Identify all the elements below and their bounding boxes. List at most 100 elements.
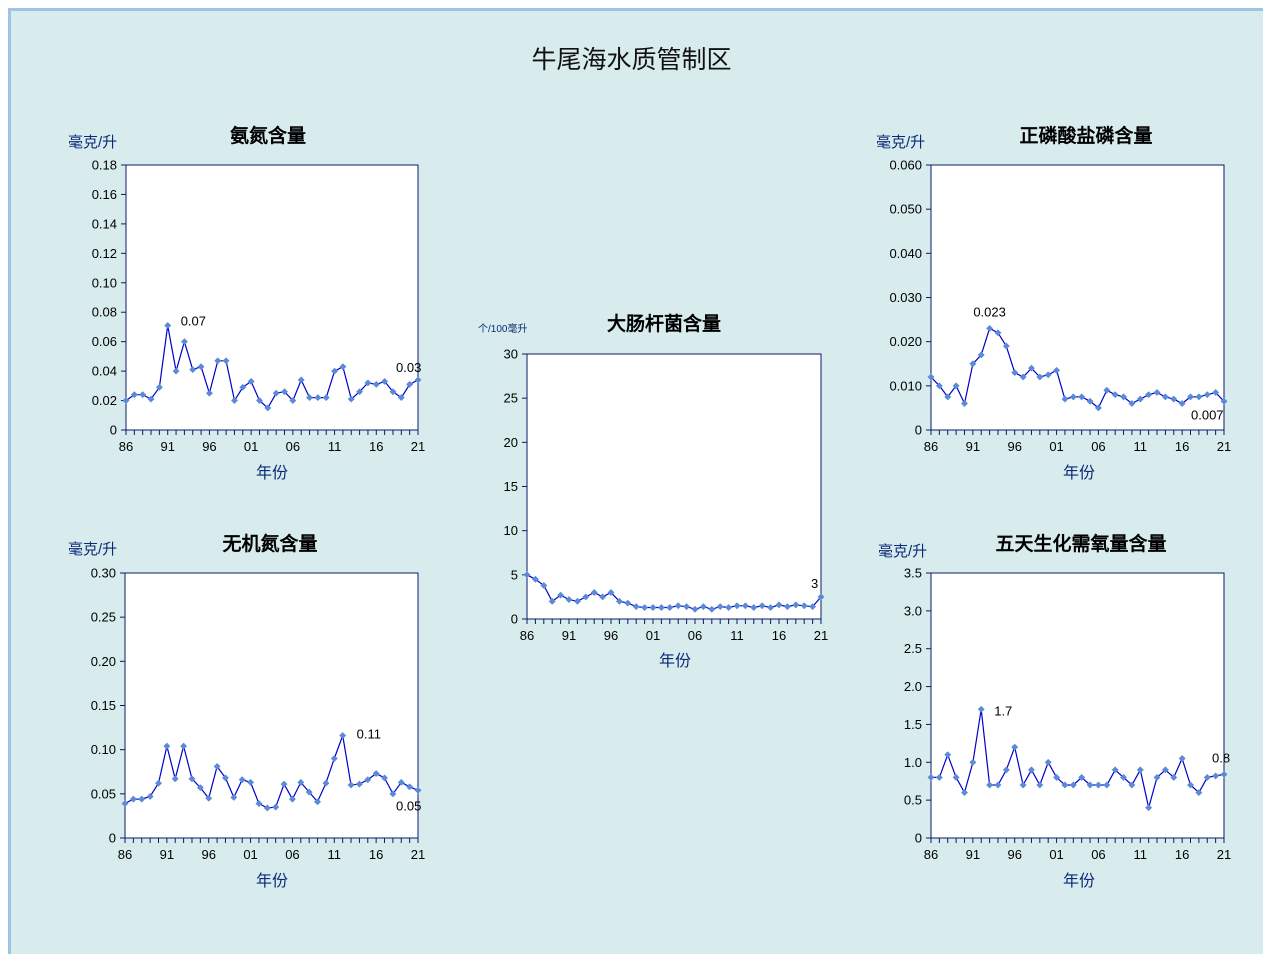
x-tick-label: 21 [1217,439,1231,454]
data-point [339,363,347,371]
data-point [389,388,397,396]
data-point [263,804,271,812]
y-tick-label: 0 [511,612,518,627]
y-tick-label: 10 [504,523,518,538]
x-tick-label: 91 [562,628,576,643]
y-tick-label: 5 [511,567,518,582]
data-point [1119,773,1128,781]
data-point [255,397,264,405]
y-tick-label: 0 [109,831,116,846]
data-point [557,591,565,599]
data-point [691,605,699,613]
x-tick-label: 86 [520,628,534,643]
x-tick-label: 86 [924,847,938,862]
data-point [1011,743,1019,751]
chart-title: 氨氮含量 [230,124,306,147]
x-tick-label: 11 [1134,847,1148,862]
x-tick-label: 11 [730,628,744,643]
x-tick-label: 06 [1091,439,1105,454]
x-tick-label: 96 [202,439,216,454]
data-label: 0.05 [396,798,421,813]
y-tick-label: 1.5 [904,717,922,732]
data-point [139,391,147,399]
data-point [969,360,977,368]
y-tick-label: 2.5 [904,641,922,656]
data-point [1019,781,1027,789]
data-point [289,397,297,405]
data-point [1044,758,1052,766]
data-point [657,603,665,612]
data-point [1145,391,1153,399]
data-point [196,784,204,792]
x-axis-label: 年份 [1063,872,1095,890]
data-point [1212,388,1220,397]
data-point [792,601,800,609]
data-point [280,388,289,396]
data-point [1136,766,1144,774]
data-point [264,404,272,412]
data-point [347,781,355,789]
data-point [1069,393,1077,401]
data-point [750,603,758,612]
data-point [397,394,405,402]
data-point [1103,781,1111,789]
y-tick-label: 0.14 [92,216,117,231]
chart-title: 正磷酸盐磷含量 [1019,124,1152,147]
data-point [935,382,943,390]
data-label: 1.7 [994,703,1012,718]
data-point [1111,391,1119,399]
data-label: 0.007 [1191,407,1224,422]
y-axis-unit: 个/100毫升 [478,322,527,335]
y-tick-label: 0.010 [889,378,922,393]
y-tick-label: 0.10 [92,275,117,290]
data-point [1203,773,1211,781]
data-point [1128,399,1136,408]
x-tick-label: 96 [604,628,618,643]
data-point [214,357,222,365]
data-point [147,395,155,403]
y-axis-unit: 毫克/升 [68,540,117,558]
x-tick-label: 16 [369,439,383,454]
data-point [305,788,313,796]
data-point [1136,395,1144,403]
y-tick-label: 0.040 [889,246,922,261]
data-point [1019,373,1027,381]
x-tick-label: 91 [160,847,174,862]
y-tick-label: 3.5 [904,566,922,581]
data-point [188,775,196,783]
y-tick-label: 0.12 [92,246,117,261]
data-point [414,376,422,384]
data-point [927,773,935,781]
data-point [531,575,539,583]
data-point [632,603,640,611]
data-point [573,597,581,605]
data-point [1061,395,1069,403]
x-tick-label: 16 [1175,439,1189,454]
data-point [163,742,171,750]
data-point [330,754,338,763]
data-point [1027,364,1036,372]
data-point [800,602,808,610]
data-point [205,389,213,397]
y-tick-label: 1.0 [904,755,922,770]
data-point [1170,395,1178,403]
y-tick-label: 25 [504,391,518,406]
plot-area [124,572,419,839]
x-tick-label: 86 [924,439,938,454]
y-tick-label: 0.06 [92,334,117,349]
data-point [1170,773,1178,781]
data-point [313,798,322,806]
data-point [741,602,749,610]
data-point [138,795,146,803]
data-point [331,367,339,375]
data-label: 3 [811,576,818,591]
data-point [1220,397,1228,405]
data-point [952,773,960,781]
data-point [288,795,296,803]
x-tick-label: 21 [814,628,828,643]
x-tick-label: 16 [369,847,383,862]
data-point [164,321,172,330]
data-point [952,382,960,390]
data-point [767,603,775,612]
